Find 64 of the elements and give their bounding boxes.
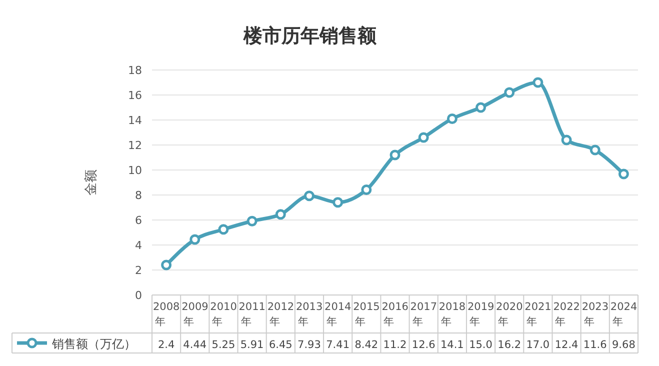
x-tick-label: 2024年 [610,301,638,328]
point [618,168,629,180]
point [418,132,429,143]
point [190,234,200,245]
data-label: 4.44 [183,339,207,351]
y-tick-label: 10 [128,164,142,177]
x-tick-label: 2008年 [153,301,180,328]
x-tick-label: 2022年 [553,301,580,328]
data-label: 12.4 [554,339,579,351]
point [390,150,400,160]
y-tick-label: 18 [128,64,142,77]
y-tick-label: 12 [128,139,142,152]
data-label: 6.45 [268,339,292,351]
y-tick-label: 14 [128,114,142,127]
x-tick-label: 2020年 [496,301,523,328]
data-label: 11.2 [383,339,407,351]
data-label: 16.2 [498,339,522,351]
x-tick-label: 2023年 [582,301,609,328]
x-tick-label: 2012年 [267,301,294,328]
chart-title: 楼市历年销售额 [242,25,378,47]
x-tick-label: 2017年 [410,301,438,328]
x-tick-label: 2015年 [353,301,380,328]
data-label: 9.68 [612,339,636,351]
point [590,144,600,156]
point [361,184,372,195]
y-tick-label: 6 [135,214,142,227]
y-tick-label: 4 [135,239,142,252]
data-label: 8.42 [354,339,378,351]
point [504,87,515,98]
data-label: 7.93 [298,339,321,351]
data-label: 2.4 [158,339,175,351]
point [275,209,286,220]
point [246,216,258,226]
data-label: 11.6 [583,339,608,351]
x-tick-label: 2016年 [382,301,409,328]
x-tick-label: 2009年 [182,301,208,328]
y-tick-label: 8 [135,189,142,202]
x-tick-label: 2018年 [438,301,466,328]
x-tick-label: 2010年 [210,301,237,328]
x-tick-label: 2019年 [467,301,494,328]
data-label: 5.91 [240,339,264,351]
y-tick-label: 16 [128,89,142,102]
point [476,102,486,113]
legend-label: 销售额（万亿） [51,337,136,351]
point [532,77,544,88]
point [332,197,344,208]
x-tick-label: 2013年 [296,301,323,328]
x-tick-label: 2011年 [238,301,266,328]
data-label: 17.0 [526,339,550,351]
data-label: 5.25 [212,339,236,351]
y-tick-label: 0 [135,289,142,302]
point [304,190,314,202]
point [446,114,458,124]
data-label: 12.6 [412,339,436,351]
y-axis-title: 金额 [84,170,99,196]
data-label: 15.0 [469,339,492,351]
y-tick-label: 2 [135,264,142,277]
x-tick-label: 2021年 [524,301,552,328]
data-label: 14.1 [440,339,464,351]
point [161,260,172,270]
data-label: 7.41 [326,339,350,351]
x-tick-label: 2014年 [324,301,352,328]
point [218,224,229,235]
point [561,134,572,146]
